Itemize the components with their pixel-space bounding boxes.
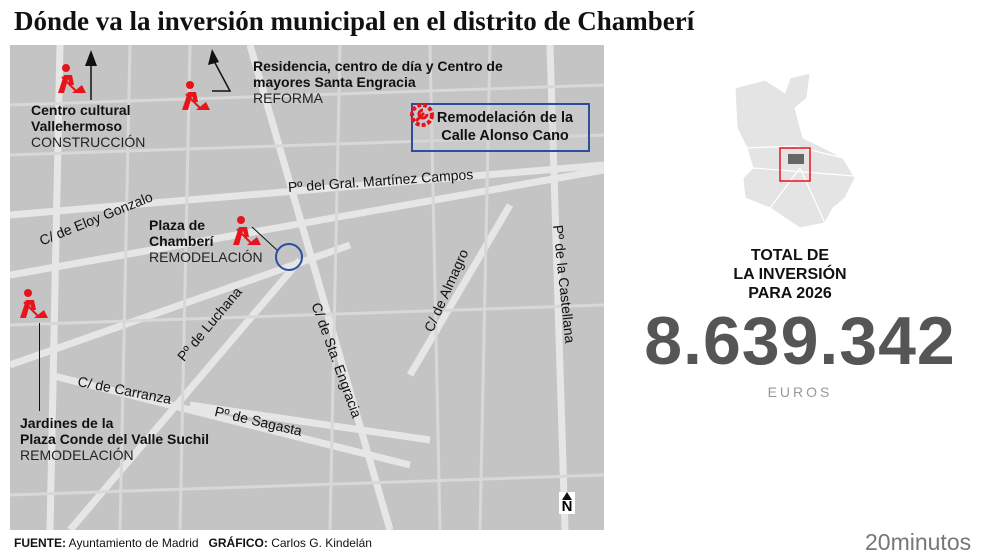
total-value: 8.639.342 bbox=[644, 303, 956, 379]
page-title: Dónde va la inversión municipal en el di… bbox=[14, 6, 695, 36]
street-network bbox=[10, 45, 604, 530]
district-map: Centro cultural Vallehermoso CONSTRUCCIÓN … bbox=[10, 45, 604, 530]
wrench-gear-icon bbox=[410, 103, 434, 127]
total-unit: EUROS bbox=[767, 384, 833, 400]
chamberi-district bbox=[788, 154, 804, 164]
road-works-icon bbox=[233, 216, 261, 245]
madrid-locator-map bbox=[734, 72, 856, 229]
brand-logo: 20minutos bbox=[865, 529, 972, 555]
road-works-icon bbox=[58, 64, 86, 93]
arrow-up-icon bbox=[208, 49, 232, 92]
road-works-icon bbox=[20, 289, 48, 318]
north-arrow-icon bbox=[562, 492, 572, 500]
north-label: N bbox=[561, 498, 573, 515]
project-label: Residencia, centro de día y Centro de may… bbox=[253, 58, 503, 106]
project-label: Remodelación de la Calle Alonso Cano bbox=[436, 110, 574, 144]
total-label: TOTAL DE LA INVERSIÓN PARA 2026 bbox=[733, 247, 847, 302]
north-indicator: N bbox=[559, 492, 575, 514]
leader-line bbox=[39, 323, 40, 411]
credits: FUENTE: Ayuntamiento de Madrid GRÁFICO: … bbox=[14, 536, 372, 550]
leader-line bbox=[251, 226, 279, 252]
location-marker bbox=[275, 243, 303, 271]
district-highlight-box bbox=[779, 147, 811, 182]
project-label: Plaza de Chamberí REMODELACIÓN bbox=[149, 217, 263, 265]
project-label: Centro cultural Vallehermoso CONSTRUCCIÓN bbox=[31, 102, 146, 150]
arrow-up-icon bbox=[85, 50, 97, 100]
highlight-box bbox=[411, 103, 590, 152]
road-works-icon bbox=[182, 81, 210, 110]
project-label: Jardines de la Plaza Conde del Valle Such… bbox=[20, 415, 210, 463]
